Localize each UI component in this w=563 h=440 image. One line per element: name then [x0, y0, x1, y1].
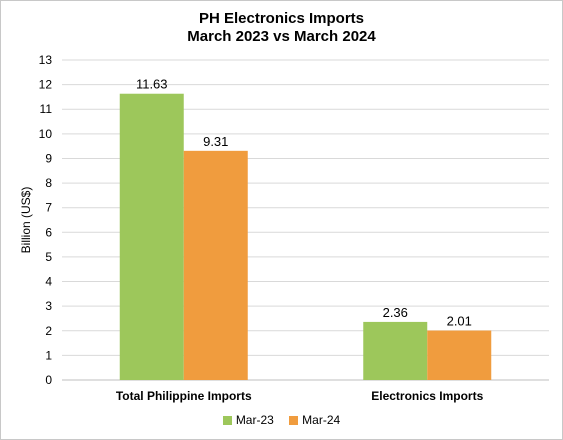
y-tick-label-6: 6	[45, 225, 52, 239]
chart-title: PH Electronics Imports	[198, 10, 365, 27]
y-tick-label-0: 0	[45, 373, 52, 387]
chart-title-block: PH Electronics Imports March 2023 vs Mar…	[0, 10, 563, 46]
y-tick-label-1: 1	[45, 348, 52, 362]
legend-item-mar-23: Mar-23	[222, 413, 274, 427]
bar-mar-23-1	[363, 321, 428, 380]
y-tick-label-3: 3	[45, 299, 52, 313]
bar-mar-24-1	[427, 330, 492, 380]
legend: Mar-23 Mar-24	[0, 413, 563, 428]
y-tick-label-11: 11	[40, 102, 53, 116]
y-tick-label-10: 10	[39, 127, 53, 141]
y-tick-label-12: 12	[39, 78, 53, 92]
bar-mar-24-0	[183, 150, 248, 380]
y-tick-label-2: 2	[45, 324, 52, 338]
data-label-mar-24-1: 2.01	[447, 314, 472, 329]
y-tick-label-9: 9	[45, 151, 52, 165]
y-tick-label-5: 5	[45, 250, 52, 264]
y-tick-label-8: 8	[45, 176, 52, 190]
legend-label-mar-24: Mar-24	[302, 413, 341, 427]
legend-label-mar-23: Mar-23	[235, 413, 274, 427]
bar-mar-23-0	[119, 93, 184, 380]
legend-item-mar-24: Mar-24	[289, 413, 340, 427]
x-category-label-1: Electronics Imports	[371, 389, 483, 403]
y-tick-label-4: 4	[45, 275, 52, 289]
data-label-mar-23-1: 2.36	[383, 305, 408, 320]
y-tick-label-7: 7	[45, 201, 52, 215]
y-axis-label: Billion (US$)	[19, 187, 33, 254]
data-label-mar-24-0: 9.31	[203, 134, 228, 149]
legend-swatch-mar-24	[289, 415, 299, 425]
chart-subtitle: March 2023 vs March 2024	[187, 28, 376, 45]
x-category-label-0: Total Philippine Imports	[116, 389, 252, 403]
y-tick-label-13: 13	[39, 53, 53, 67]
legend-swatch-mar-23	[222, 415, 232, 425]
data-label-mar-23-0: 11.63	[136, 77, 168, 92]
